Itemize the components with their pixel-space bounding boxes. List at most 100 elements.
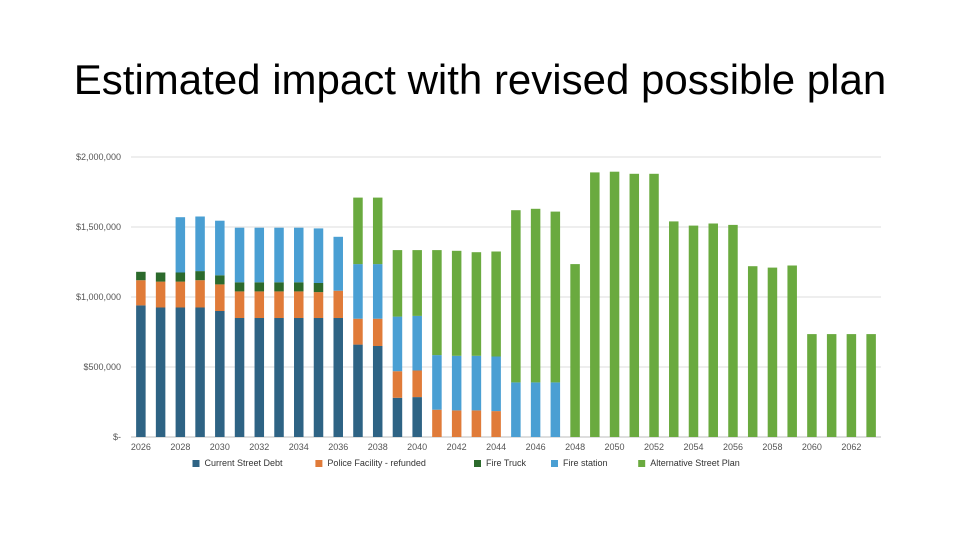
legend-swatch: [551, 460, 558, 467]
bar-segment: [530, 208, 541, 383]
x-tick-label: 2058: [762, 442, 782, 452]
bar-segment: [629, 173, 640, 438]
bar-segment: [353, 318, 363, 345]
legend-swatch: [192, 460, 200, 467]
x-tick-label: 2052: [644, 442, 664, 452]
bar-segment: [155, 281, 166, 308]
bar-segment: [136, 305, 146, 437]
bars: [136, 171, 876, 438]
y-tick-label: $2,000,000: [76, 152, 121, 162]
bar-segment: [353, 264, 363, 319]
bar-segment: [254, 282, 265, 292]
bar-segment: [609, 171, 620, 437]
bar-segment: [491, 356, 501, 412]
bar-segment: [708, 223, 718, 437]
bar-segment: [728, 224, 738, 437]
bar-segment: [333, 318, 343, 437]
bar-segment: [353, 197, 363, 265]
legend-swatch: [315, 460, 323, 467]
bar-segment: [491, 251, 501, 357]
bar-segment: [195, 280, 205, 308]
legend-label: Alternative Street Plan: [650, 458, 740, 468]
bar-segment: [432, 355, 442, 410]
bar-segment: [392, 250, 403, 317]
x-tick-label: 2044: [486, 442, 506, 452]
bar-segment: [234, 227, 245, 283]
x-tick-label: 2042: [447, 442, 467, 452]
bar-segment: [412, 370, 422, 398]
bar-segment: [471, 252, 482, 356]
bar-segment: [787, 265, 797, 437]
x-axis-ticks: 2026 2028 2030 2032 2034 2036 2038 2040 2042 2044…: [131, 442, 862, 452]
bar-segment: [451, 410, 462, 437]
bar-segment: [471, 410, 482, 437]
bar-segment: [215, 220, 225, 276]
bar-segment: [372, 264, 383, 319]
bar-segment: [491, 411, 501, 437]
bar-segment: [688, 225, 699, 437]
bar-segment: [826, 334, 837, 437]
bar-segment: [195, 216, 205, 272]
legend-label: Fire Truck: [486, 458, 527, 468]
x-tick-label: 2032: [249, 442, 269, 452]
bar-segment: [511, 210, 521, 383]
bar-segment: [392, 316, 403, 372]
bar-segment: [570, 264, 580, 437]
y-tick-label: $1,500,000: [76, 222, 121, 232]
bar-segment: [234, 291, 245, 318]
x-tick-label: 2030: [210, 442, 230, 452]
bar-segment: [175, 217, 186, 273]
bar-segment: [530, 382, 541, 437]
bar-segment: [412, 397, 422, 437]
x-tick-label: 2046: [526, 442, 546, 452]
x-tick-label: 2060: [802, 442, 822, 452]
bar-segment: [215, 275, 225, 285]
bar-segment: [333, 290, 343, 318]
bar-segment: [254, 227, 265, 283]
bar-segment: [274, 291, 284, 318]
x-tick-label: 2050: [605, 442, 625, 452]
y-tick-label: $500,000: [83, 362, 121, 372]
bar-segment: [747, 266, 758, 437]
x-tick-label: 2026: [131, 442, 151, 452]
bar-segment: [669, 221, 679, 437]
legend-swatch: [474, 460, 481, 467]
bar-segment: [294, 282, 304, 292]
bar-segment: [195, 271, 205, 281]
x-tick-label: 2034: [289, 442, 309, 452]
bar-segment: [313, 283, 324, 293]
bar-segment: [550, 211, 561, 383]
bar-segment: [432, 250, 442, 356]
x-tick-label: 2048: [565, 442, 585, 452]
bar-segment: [412, 315, 422, 371]
bar-segment: [392, 397, 403, 437]
y-axis-ticks: $- $500,000 $1,000,000 $1,500,000 $2,000,000: [76, 152, 121, 442]
bar-segment: [274, 318, 284, 437]
bar-segment: [155, 272, 166, 282]
bar-segment: [215, 311, 225, 437]
bar-segment: [807, 334, 817, 437]
bar-segment: [333, 236, 343, 291]
bar-segment: [451, 355, 462, 411]
bar-segment: [451, 250, 462, 356]
x-tick-label: 2062: [841, 442, 861, 452]
bar-segment: [195, 307, 205, 437]
bar-segment: [313, 228, 324, 283]
legend-label: Fire station: [563, 458, 608, 468]
bar-segment: [215, 284, 225, 311]
bar-segment: [274, 282, 284, 292]
bar-segment: [294, 291, 304, 318]
legend-label: Current Street Debt: [205, 458, 284, 468]
bar-segment: [254, 291, 265, 318]
bar-segment: [372, 318, 383, 346]
bar-segment: [155, 307, 166, 437]
x-tick-label: 2054: [683, 442, 703, 452]
bar-segment: [175, 272, 186, 282]
bar-segment: [590, 172, 600, 437]
bar-segment: [392, 371, 403, 398]
bar-segment: [353, 344, 363, 437]
bar-segment: [846, 334, 857, 437]
bar-segment: [294, 227, 304, 283]
bar-segment: [294, 318, 304, 437]
